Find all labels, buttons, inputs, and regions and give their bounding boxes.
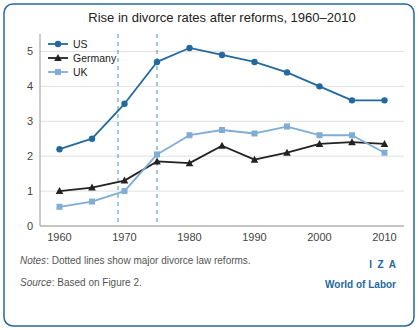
series-marker [154, 59, 160, 65]
series [56, 138, 389, 194]
series-marker [316, 83, 322, 89]
series-marker [122, 188, 128, 194]
y-axis-line [40, 34, 41, 226]
series-line [60, 142, 385, 191]
y-tick-label: 4 [27, 80, 33, 92]
notes-text: : Dotted lines show major divorce law re… [46, 255, 251, 266]
brand-text: World of Labor [325, 279, 396, 290]
y-tick-label: 5 [27, 45, 33, 57]
grid-line [40, 191, 404, 192]
grid [40, 51, 404, 226]
series-marker [218, 142, 226, 149]
y-tick-label: 2 [27, 150, 33, 162]
series-marker [283, 149, 291, 156]
series-marker [57, 204, 63, 210]
legend-marker [54, 54, 62, 61]
y-tick-label: 1 [27, 185, 33, 197]
series-marker [251, 156, 259, 163]
series-marker [252, 130, 258, 136]
series-marker [56, 187, 64, 194]
brand-text: I Z A [369, 259, 396, 270]
grid-line [40, 156, 404, 157]
series-marker [186, 159, 194, 166]
series-marker [88, 184, 96, 191]
legend-label: US [73, 38, 88, 50]
series-marker [186, 45, 192, 51]
x-tick-label: 2010 [372, 231, 396, 243]
series-marker [154, 151, 160, 157]
series-line [60, 127, 385, 207]
series-marker [349, 97, 355, 103]
series-marker [381, 140, 389, 147]
series-marker [89, 136, 95, 142]
series-marker [187, 132, 193, 138]
series-marker [219, 127, 225, 133]
x-tick-label: 1980 [177, 231, 201, 243]
series-marker [251, 59, 257, 65]
x-axis-line [40, 226, 404, 227]
source-label: Source [20, 277, 52, 288]
series-marker [382, 150, 388, 156]
series-marker [284, 69, 290, 75]
series-marker [121, 177, 129, 184]
notes-label: Notes [20, 255, 46, 266]
grid-line [40, 121, 404, 122]
x-tick-label: 1970 [112, 231, 136, 243]
series [56, 45, 387, 153]
series-marker [89, 199, 95, 205]
x-tick-label: 1990 [242, 231, 266, 243]
series-marker [121, 101, 127, 107]
series-marker [348, 138, 356, 145]
frame-border [4, 4, 414, 326]
series-marker [317, 132, 323, 138]
series-line [60, 48, 385, 149]
grid-line [40, 86, 404, 87]
series-marker [56, 146, 62, 152]
y-tick-label: 3 [27, 115, 33, 127]
source-text: : Based on Figure 2. [52, 277, 142, 288]
legend-label: UK [73, 66, 88, 78]
legend-label: Germany [73, 52, 117, 64]
legend: US Germany UK [48, 38, 117, 78]
series-marker [349, 132, 355, 138]
source: Source: Based on Figure 2. [20, 277, 142, 288]
chart: Rise in divorce rates after reforms, 196… [0, 0, 418, 330]
series-marker [219, 52, 225, 58]
reform-line [117, 34, 118, 226]
notes: Notes: Dotted lines show major divorce l… [20, 255, 251, 266]
series-marker [381, 97, 387, 103]
series [57, 124, 388, 210]
series-marker [316, 140, 324, 147]
plot-area [56, 34, 389, 226]
y-tick-label: 0 [27, 220, 33, 232]
legend-marker [55, 41, 61, 47]
x-tick-label: 1960 [47, 231, 71, 243]
x-tick-label: 2000 [307, 231, 331, 243]
title: Rise in divorce rates after reforms, 196… [88, 10, 355, 25]
grid-line [40, 226, 404, 227]
legend-marker [55, 69, 61, 75]
series-marker [284, 124, 290, 130]
